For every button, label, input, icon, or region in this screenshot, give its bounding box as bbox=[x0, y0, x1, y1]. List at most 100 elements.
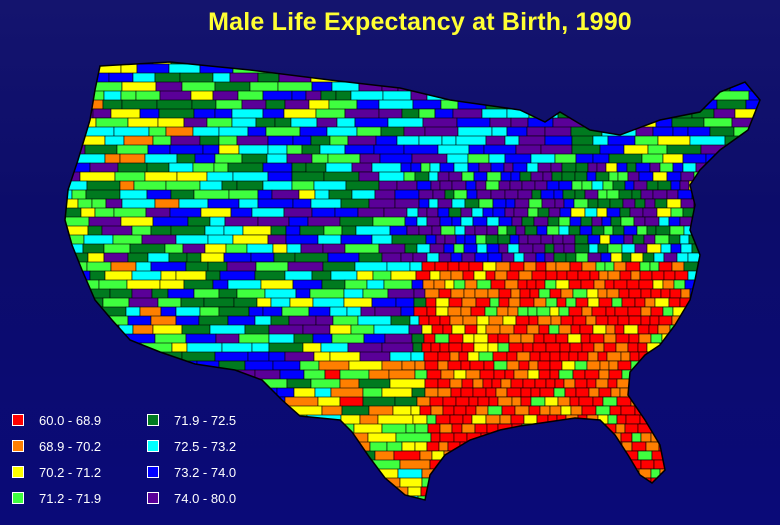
county-cell bbox=[683, 441, 695, 452]
county-cell bbox=[461, 297, 477, 308]
county-cell bbox=[637, 342, 648, 353]
county-cell bbox=[358, 62, 389, 70]
county-cell bbox=[553, 189, 564, 200]
county-cell bbox=[502, 486, 518, 497]
county-cell bbox=[665, 486, 681, 497]
county-cell bbox=[413, 62, 431, 75]
county-cell bbox=[86, 324, 120, 347]
county-cell bbox=[720, 414, 732, 425]
county-cell bbox=[633, 180, 648, 191]
county-cell bbox=[544, 279, 557, 290]
county-cell bbox=[362, 288, 389, 300]
county-cell bbox=[472, 216, 488, 227]
county-cell bbox=[679, 234, 690, 245]
county-cell bbox=[487, 288, 500, 299]
county-cell bbox=[572, 288, 588, 299]
county-cell bbox=[403, 171, 416, 182]
county-cell bbox=[699, 450, 710, 461]
county-cell bbox=[619, 387, 635, 398]
county-cell bbox=[629, 351, 640, 362]
county-cell bbox=[602, 108, 629, 119]
county-cell bbox=[670, 180, 681, 191]
county-cell bbox=[250, 252, 275, 263]
county-cell bbox=[65, 351, 81, 375]
county-cell bbox=[504, 279, 519, 290]
county-cell bbox=[442, 396, 457, 407]
county-cell bbox=[466, 189, 478, 200]
county-cell bbox=[299, 468, 336, 488]
county-cell bbox=[765, 64, 780, 90]
county-cell bbox=[761, 496, 775, 505]
county-cell bbox=[736, 243, 748, 254]
county-cell bbox=[86, 369, 109, 382]
county-cell bbox=[428, 198, 439, 209]
county-cell bbox=[411, 333, 425, 344]
county-cell bbox=[478, 351, 494, 362]
county-cell bbox=[574, 234, 589, 245]
county-cell bbox=[627, 306, 642, 317]
county-cell bbox=[429, 270, 441, 281]
county-cell bbox=[486, 171, 502, 182]
county-cell bbox=[507, 306, 519, 317]
county-cell bbox=[617, 315, 630, 326]
county-cell bbox=[761, 235, 772, 244]
county-cell bbox=[454, 225, 466, 236]
county-cell bbox=[257, 72, 280, 83]
county-cell bbox=[139, 306, 162, 318]
county-cell bbox=[473, 342, 489, 353]
county-cell bbox=[561, 360, 576, 371]
county-cell bbox=[569, 216, 582, 227]
county-cell bbox=[748, 468, 760, 479]
county-cell bbox=[426, 306, 437, 317]
county-cell bbox=[70, 342, 97, 361]
county-cell bbox=[669, 441, 685, 452]
county-cell bbox=[95, 342, 118, 358]
county-cell bbox=[542, 171, 553, 182]
county-cell bbox=[483, 450, 494, 461]
county-cell bbox=[472, 378, 484, 389]
legend-swatch bbox=[12, 466, 24, 478]
county-cell bbox=[699, 306, 715, 317]
county-cell bbox=[473, 63, 495, 89]
county-cell bbox=[581, 261, 597, 272]
county-cell bbox=[755, 324, 760, 335]
county-cell bbox=[404, 243, 418, 254]
county-cell bbox=[692, 297, 703, 308]
county-cell bbox=[679, 486, 692, 497]
county-cell bbox=[408, 324, 423, 335]
county-cell bbox=[492, 450, 508, 461]
county-cell bbox=[421, 81, 454, 95]
county-cell bbox=[677, 405, 691, 416]
county-cell bbox=[355, 63, 381, 75]
county-cell bbox=[637, 450, 653, 461]
county-cell bbox=[774, 244, 780, 253]
county-cell bbox=[426, 369, 442, 380]
county-cell bbox=[443, 459, 454, 470]
county-cell bbox=[214, 153, 243, 165]
county-cell bbox=[724, 135, 758, 162]
county-cell bbox=[487, 342, 499, 353]
county-cell bbox=[515, 90, 541, 106]
county-cell bbox=[556, 297, 567, 308]
county-cell bbox=[746, 252, 760, 263]
county-cell bbox=[682, 351, 693, 362]
county-cell bbox=[620, 405, 636, 416]
county-cell bbox=[591, 423, 607, 434]
county-cell bbox=[673, 279, 686, 290]
county-cell bbox=[602, 477, 616, 488]
county-cell bbox=[612, 225, 625, 236]
county-cell bbox=[767, 487, 780, 496]
county-cell bbox=[460, 306, 472, 317]
county-cell bbox=[449, 477, 461, 488]
county-cell bbox=[588, 243, 599, 254]
county-cell bbox=[715, 189, 730, 200]
county-cell bbox=[534, 459, 550, 470]
county-cell bbox=[522, 342, 534, 353]
county-cell bbox=[552, 234, 564, 245]
county-cell bbox=[739, 189, 751, 200]
county-cell bbox=[767, 172, 776, 181]
county-cell bbox=[603, 225, 614, 236]
county-cell bbox=[570, 324, 581, 335]
county-cell bbox=[597, 351, 608, 362]
county-cell bbox=[544, 252, 555, 263]
